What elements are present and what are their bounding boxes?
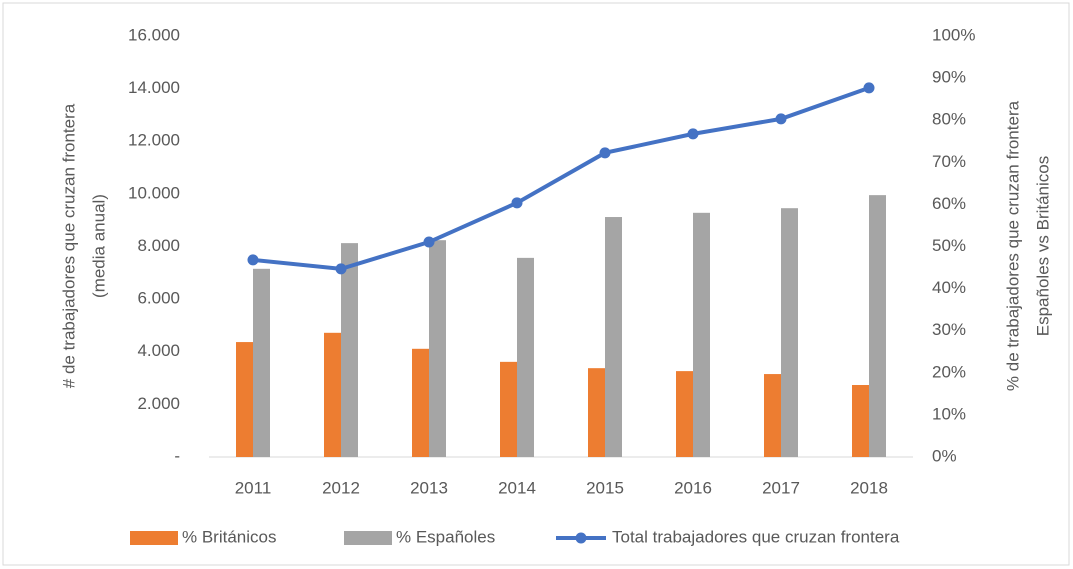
y-tick-label: 12.000 [128,131,180,150]
marker [687,128,699,140]
legend-label: % Españoles [396,527,495,546]
bar [852,385,869,457]
y2-tick-label: 10% [932,404,966,423]
bar [341,243,358,457]
y2-tick-label: 50% [932,236,966,255]
x-tick-label: 2011 [235,478,272,497]
bar [412,348,429,457]
y2-axis-title: % de trabajadores que cruzan frontera [1003,100,1022,391]
bar [429,240,446,457]
y-tick-label: 14.000 [128,78,180,97]
y2-tick-label: 70% [932,152,966,171]
marker [511,197,523,209]
y-tick-label: 4.000 [137,341,180,360]
bar [588,368,605,457]
legend-swatch [344,531,392,545]
bar [253,268,270,457]
x-tick-label: 2013 [410,478,448,497]
y2-tick-label: 20% [932,362,966,381]
y-tick-label: - [174,446,180,465]
y-axis-title: (media anual) [89,194,108,298]
marker [863,82,875,94]
legend-label: Total trabajadores que cruzan frontera [612,527,900,546]
bar [517,257,534,457]
y-axis-title: # de trabajadores que cruzan frontera [59,103,78,388]
y2-tick-label: 30% [932,320,966,339]
y2-tick-label: 60% [932,194,966,213]
bar [676,371,693,457]
bar [236,342,253,457]
x-tick-label: 2017 [762,478,800,497]
bar [500,361,517,457]
x-tick-label: 2015 [586,478,624,497]
bar [324,332,341,457]
y2-tick-label: 0% [932,446,957,465]
marker [599,147,611,159]
legend-marker [575,532,587,544]
x-tick-label: 2014 [498,478,536,497]
x-tick-label: 2016 [674,478,712,497]
y-tick-label: 8.000 [137,236,180,255]
y-tick-label: 16.000 [128,25,180,44]
y-tick-label: 10.000 [128,183,180,202]
legend-label: % Británicos [182,527,276,546]
x-tick-label: 2018 [850,478,888,497]
y2-tick-label: 40% [932,278,966,297]
line [252,85,870,271]
bar [605,217,622,457]
y2-axis-title: Españoles vs Británicos [1033,156,1052,336]
marker [335,263,347,275]
marker [247,254,259,266]
y2-tick-label: 90% [932,68,966,87]
y-tick-label: 2.000 [137,394,180,413]
y-tick-label: 6.000 [137,289,180,308]
legend-swatch [130,531,178,545]
y2-tick-label: 80% [932,110,966,129]
marker [423,236,435,248]
marker [775,113,787,125]
bar [764,374,781,457]
y2-tick-label: 100% [932,25,975,44]
x-tick-label: 2012 [322,478,360,497]
bar [869,195,886,457]
bar [781,208,798,457]
bar [693,212,710,457]
